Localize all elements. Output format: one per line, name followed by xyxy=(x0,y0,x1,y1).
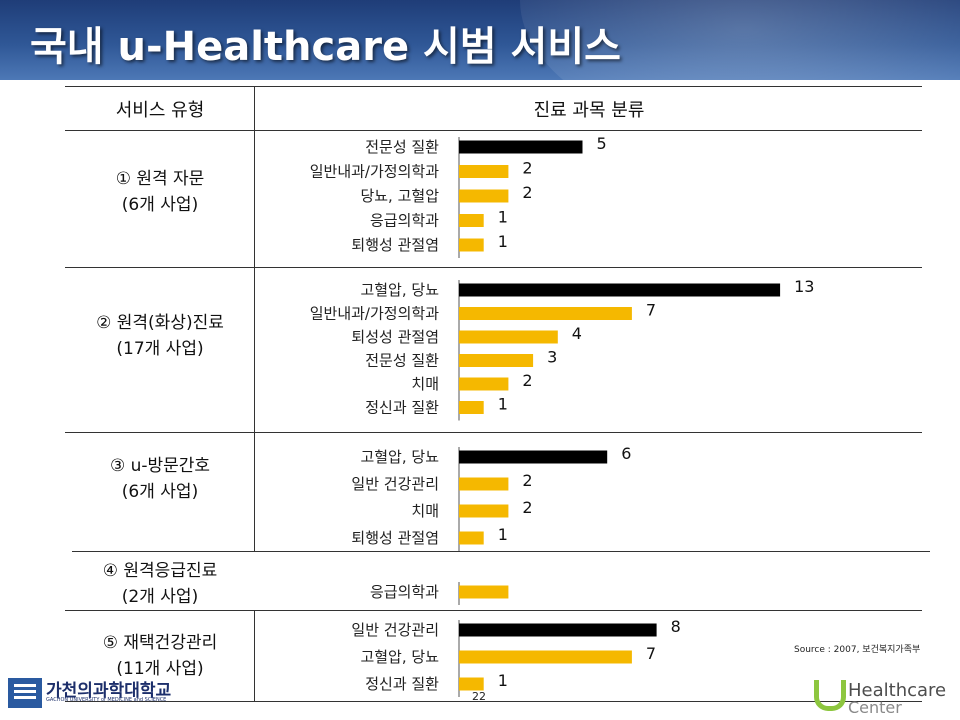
service-type-name: ① 원격 자문 xyxy=(115,169,205,189)
service-type-name: ⑤ 재택건강관리 xyxy=(102,633,218,653)
category-label: 전문성 질환 xyxy=(365,352,439,370)
table-header-divider xyxy=(65,130,922,131)
table-top-border xyxy=(65,86,922,87)
category-label: 퇴성성 관절염 xyxy=(351,328,439,346)
university-emblem-icon xyxy=(8,678,42,708)
service-type-name: ④ 원격응급진료 xyxy=(102,561,218,581)
service-type-name: ② 원격(화상)진료 xyxy=(96,313,224,333)
column-header-service-type: 서비스 유형 xyxy=(115,100,205,121)
category-label: 일반 건강관리 xyxy=(351,475,439,493)
category-label: 퇴행성 관절염 xyxy=(351,529,439,547)
value-label: 1 xyxy=(498,208,508,227)
column-divider xyxy=(254,86,255,551)
category-label: 고혈압, 당뇨 xyxy=(360,648,439,666)
category-label: 당뇨, 고혈압 xyxy=(360,187,439,205)
category-label: 일반 건강관리 xyxy=(351,621,439,639)
brand-line-2: Center xyxy=(848,698,902,717)
group-divider-3 xyxy=(72,551,930,552)
value-label: 8 xyxy=(671,617,681,636)
bar-3-2 xyxy=(459,477,509,491)
service-type-remote-consult: ① 원격 자문 (6개 사업) xyxy=(70,166,250,218)
category-label: 퇴행성 관절염 xyxy=(351,236,439,254)
bar-2-5 xyxy=(459,377,509,391)
u-letter-icon xyxy=(814,680,846,711)
bar-1-5 xyxy=(459,238,484,252)
value-label: 2 xyxy=(522,159,532,178)
category-label: 고혈압, 당뇨 xyxy=(360,281,439,299)
value-label: 3 xyxy=(547,348,557,367)
value-label: 2 xyxy=(522,498,532,517)
service-type-home-visit-nursing: ③ u-방문간호 (6개 사업) xyxy=(70,453,250,505)
column-header-department: 진료 과목 분류 xyxy=(533,100,645,121)
value-label: 1 xyxy=(498,232,508,251)
group-divider-1 xyxy=(65,267,922,268)
service-type-count: (6개 사업) xyxy=(121,482,199,502)
category-label: 치매 xyxy=(411,375,439,393)
healthcare-center-logo: Healthcare Center xyxy=(814,680,954,718)
category-label: 응급의학과 xyxy=(370,212,439,230)
bar-1-2 xyxy=(459,165,509,178)
header-decoration xyxy=(520,0,960,80)
service-type-home-health-management: ⑤ 재택건강관리 (11개 사업) xyxy=(70,630,250,682)
bar-5-1 xyxy=(459,623,657,637)
category-label: 정신과 질환 xyxy=(365,399,439,417)
value-label: 1 xyxy=(498,395,508,414)
bar-2-6 xyxy=(459,401,484,414)
category-label: 일반내과/가정의학과 xyxy=(310,163,439,181)
bar-2-3 xyxy=(459,330,558,344)
service-type-count: (11개 사업) xyxy=(116,659,204,679)
category-label: 정신과 질환 xyxy=(365,675,439,693)
service-type-count: (2개 사업) xyxy=(121,587,199,607)
university-logo: 가천의과학대학교 GACHON UNIVERSITY of MEDICINE a… xyxy=(8,676,198,712)
category-label: 응급의학과 xyxy=(370,583,439,601)
bar-2-1 xyxy=(459,283,781,297)
service-type-name: ③ u-방문간호 xyxy=(109,456,211,476)
title-bar: 국내 u-Healthcare 시범 서비스 xyxy=(0,0,960,80)
bar-4-1 xyxy=(459,585,509,599)
page-title: 국내 u-Healthcare 시범 서비스 xyxy=(30,24,621,70)
bar-1-4 xyxy=(459,214,484,227)
bar-3-4 xyxy=(459,531,484,545)
value-label: 13 xyxy=(794,277,814,296)
page-number: 22 xyxy=(472,690,486,703)
bar-3-1 xyxy=(459,450,608,464)
value-label: 5 xyxy=(597,134,607,153)
category-label: 고혈압, 당뇨 xyxy=(360,448,439,466)
value-label: 7 xyxy=(646,644,656,663)
service-type-remote-video-care: ② 원격(화상)진료 (17개 사업) xyxy=(70,310,250,362)
university-name-korean: 가천의과학대학교 xyxy=(46,681,172,701)
group-divider-4 xyxy=(65,610,922,611)
value-label: 6 xyxy=(621,444,631,463)
value-label: 2 xyxy=(522,371,532,390)
category-label: 일반내과/가정의학과 xyxy=(310,305,439,323)
university-name-english: GACHON UNIVERSITY of MEDICINE and SCIENC… xyxy=(46,697,167,703)
brand-line-1: Healthcare xyxy=(848,680,947,701)
value-label: 4 xyxy=(572,324,582,343)
service-type-count: (17개 사업) xyxy=(116,339,204,359)
category-label: 전문성 질환 xyxy=(365,138,439,156)
service-type-remote-emergency: ④ 원격응급진료 (2개 사업) xyxy=(70,558,250,610)
source-note: Source : 2007, 보건복지가족부 xyxy=(794,645,921,655)
bar-1-3 xyxy=(459,189,509,203)
bar-3-3 xyxy=(459,504,509,518)
column-divider-lower xyxy=(254,610,255,701)
bar-5-3 xyxy=(459,677,484,691)
category-label: 치매 xyxy=(411,502,439,520)
value-label: 2 xyxy=(522,471,532,490)
value-label: 1 xyxy=(498,671,508,690)
value-label: 2 xyxy=(522,183,532,202)
value-label: 1 xyxy=(498,525,508,544)
bar-2-2 xyxy=(459,307,632,320)
service-type-count: (6개 사업) xyxy=(121,195,199,215)
bar-5-2 xyxy=(459,650,632,664)
bar-1-1 xyxy=(459,140,583,154)
group-divider-2 xyxy=(65,432,922,433)
bar-2-4 xyxy=(459,354,534,367)
value-label: 7 xyxy=(646,301,656,320)
table-bottom-border xyxy=(65,701,922,702)
